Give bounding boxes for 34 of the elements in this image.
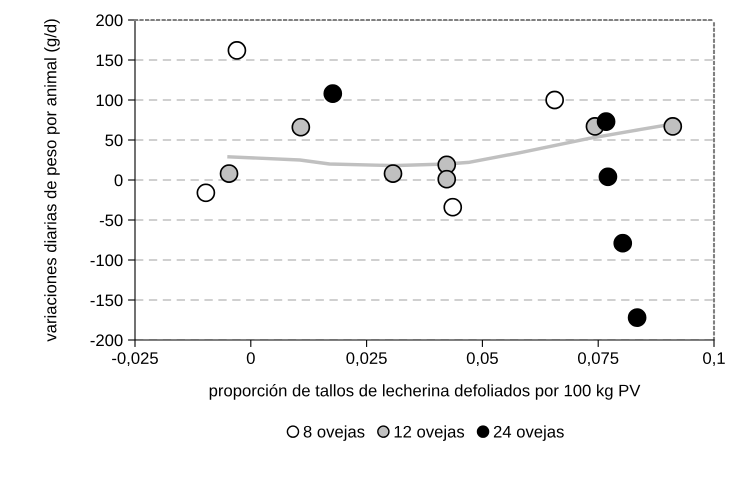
legend-label: 24 ovejas	[494, 425, 564, 441]
point	[323, 84, 342, 103]
x-tick-label: 0	[246, 352, 255, 364]
point	[596, 112, 616, 131]
y-tick-label: -200	[90, 334, 123, 346]
point	[437, 170, 456, 189]
y-tick-label: 100	[96, 94, 123, 106]
point	[598, 167, 618, 186]
x-axis-title: proporción de tallos de lecherina defoliados por 100 kg PV	[210, 384, 640, 400]
x-tick-label: 0,1	[703, 352, 725, 366]
x-tick-label: 0,05	[466, 352, 498, 366]
y-tick-label: -100	[90, 254, 123, 266]
y-tick-label: 50	[105, 134, 123, 146]
x-tick-label: 0,025	[346, 352, 387, 366]
y-tick-label: 0	[114, 174, 123, 186]
point	[628, 308, 646, 327]
y-axis-title: variaciones diarias de peso por animal (g/d)	[44, 19, 60, 342]
x-tick-label: 0,075	[578, 352, 618, 366]
point	[228, 41, 246, 60]
point	[384, 164, 402, 183]
legend-label: 8 ovejas	[304, 425, 364, 441]
x-tick-label: -0,025	[112, 352, 158, 366]
point	[196, 183, 216, 202]
point	[291, 118, 310, 137]
y-tick-label: -50	[100, 214, 123, 226]
point	[220, 164, 238, 183]
legend-label: 12 ovejas	[394, 425, 464, 441]
point	[545, 90, 564, 110]
y-tick-label: 200	[96, 14, 123, 26]
y-tick-label: -150	[90, 294, 123, 306]
point	[663, 117, 682, 136]
point	[443, 198, 462, 217]
y-tick-label: 150	[96, 54, 123, 66]
point	[613, 234, 632, 253]
